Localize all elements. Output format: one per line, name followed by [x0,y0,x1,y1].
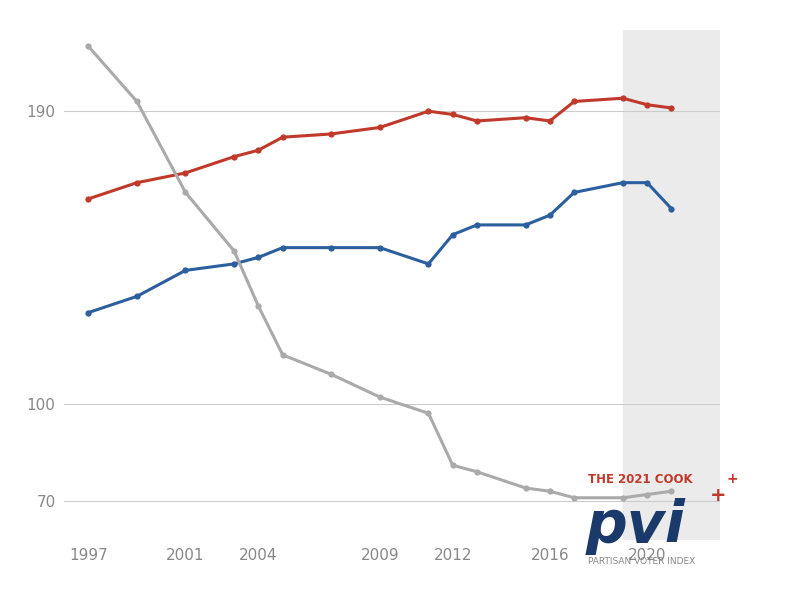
Bar [623,30,720,540]
Text: pvi: pvi [586,498,686,555]
Text: PARTISAN VOTER INDEX: PARTISAN VOTER INDEX [588,557,695,566]
Text: +: + [710,486,726,505]
Text: +: + [726,472,738,486]
Text: THE 2021 COOK: THE 2021 COOK [588,473,693,486]
